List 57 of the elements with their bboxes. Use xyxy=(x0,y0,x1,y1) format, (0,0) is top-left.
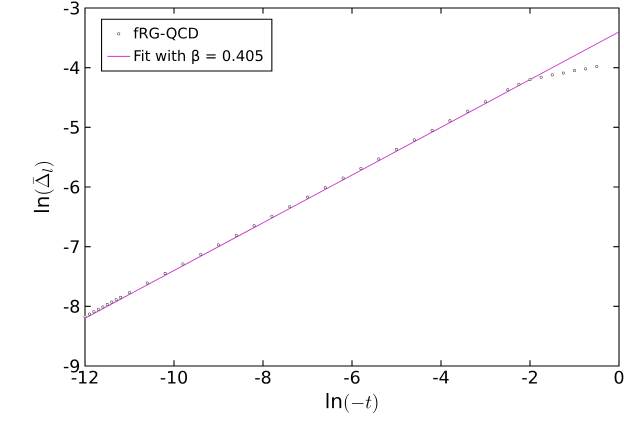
y-axis-title: $\ln(\bar{\Delta}_l)$ xyxy=(32,162,54,212)
point xyxy=(506,88,510,92)
point xyxy=(584,67,588,70)
x-tick-label: 0 xyxy=(614,370,624,384)
y-tick-label: -6 xyxy=(64,180,80,194)
x-tick-label: -8 xyxy=(255,370,270,384)
x-tick-label: -2 xyxy=(522,370,537,384)
legend-label: Fit with β = 0.405 xyxy=(134,50,263,64)
point xyxy=(217,243,220,246)
point xyxy=(448,119,452,122)
point xyxy=(484,100,487,104)
x-tick-label: -4 xyxy=(433,370,449,384)
y-tick-label: -9 xyxy=(64,359,80,373)
point xyxy=(101,305,104,308)
point xyxy=(342,176,345,180)
point xyxy=(199,252,202,256)
point xyxy=(96,308,100,311)
point xyxy=(528,78,532,82)
point xyxy=(550,73,554,76)
point xyxy=(324,186,327,190)
point xyxy=(128,291,131,294)
point xyxy=(164,272,167,275)
y-tick-label: -3 xyxy=(64,1,79,15)
point xyxy=(288,205,292,208)
point xyxy=(270,214,274,218)
legend-label: fRG-QCD xyxy=(134,27,198,40)
x-axis-title: $\ln(-t)$ xyxy=(326,392,378,413)
point xyxy=(412,138,416,142)
x-tick-label: -12 xyxy=(72,370,98,384)
point xyxy=(146,282,149,285)
point xyxy=(114,298,118,302)
point xyxy=(517,82,520,86)
point xyxy=(562,72,565,74)
point xyxy=(92,310,96,314)
point xyxy=(181,262,184,266)
x-tick-label: -6 xyxy=(344,370,360,384)
point xyxy=(110,300,114,304)
point xyxy=(252,224,256,228)
point xyxy=(84,314,86,318)
point xyxy=(306,196,309,199)
point xyxy=(395,148,398,151)
point xyxy=(359,167,362,170)
y-tick-label: -7 xyxy=(64,240,79,253)
point xyxy=(377,157,380,160)
y-tick-label: -5 xyxy=(64,120,79,134)
point xyxy=(573,69,576,72)
point xyxy=(540,76,543,79)
y-tick-label: -8 xyxy=(64,300,80,313)
point xyxy=(106,303,109,306)
point xyxy=(430,128,434,132)
point xyxy=(234,234,238,237)
point xyxy=(119,296,122,299)
point xyxy=(88,312,91,316)
point xyxy=(595,64,598,68)
y-tick-label: -4 xyxy=(64,61,80,74)
point xyxy=(466,110,470,113)
x-tick-label: -10 xyxy=(160,370,187,384)
